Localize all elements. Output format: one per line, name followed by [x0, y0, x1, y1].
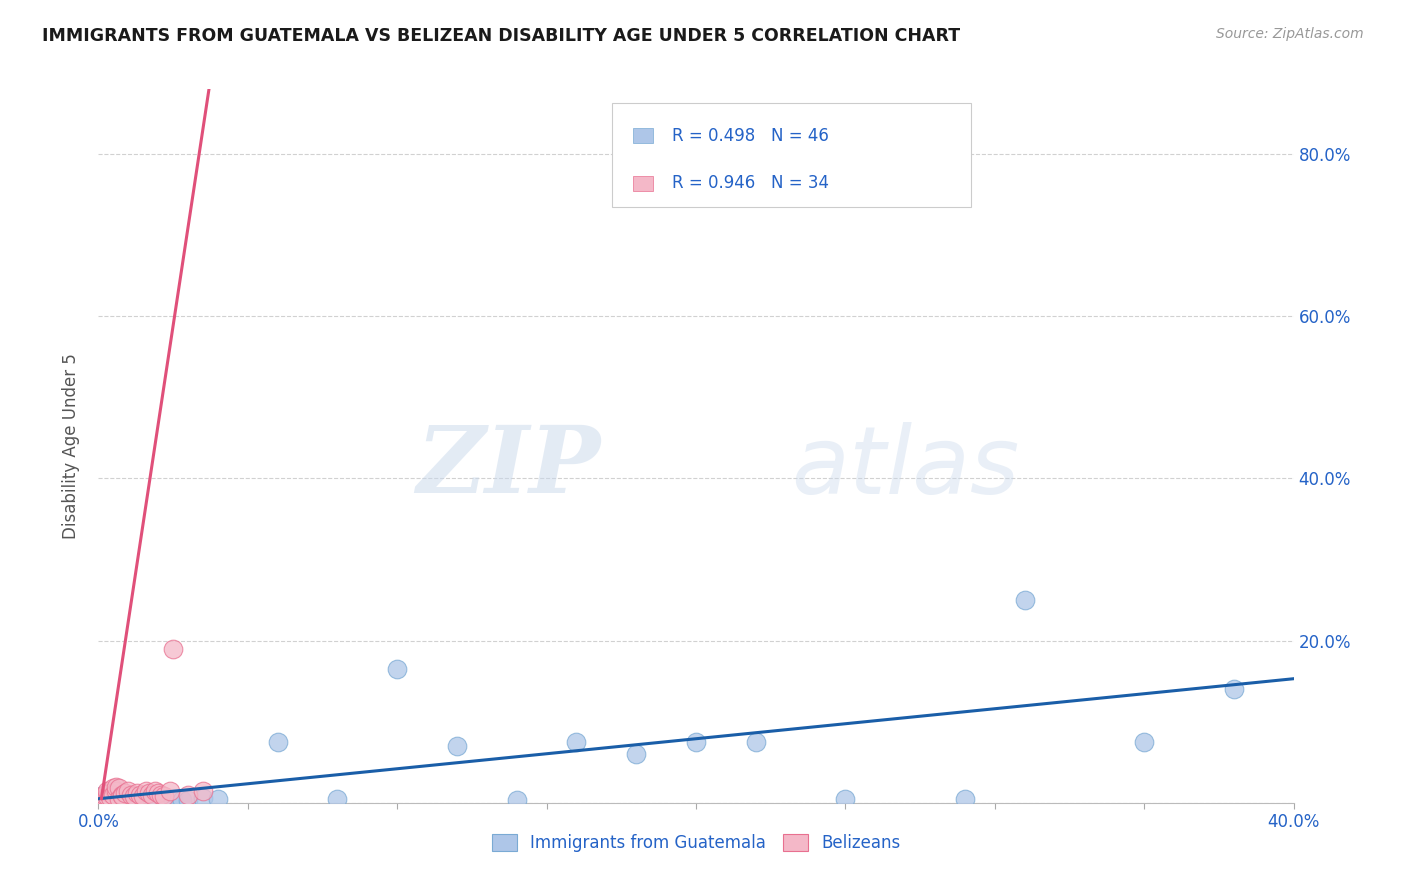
Point: [103, 792, 125, 806]
Point: [105, 780, 128, 794]
Point: [148, 786, 170, 800]
Y-axis label: Disability Age Under 5: Disability Age Under 5: [62, 353, 80, 539]
Point: [132, 791, 155, 805]
Point: [685, 735, 707, 749]
Point: [105, 791, 128, 805]
Text: atlas: atlas: [792, 422, 1019, 513]
FancyBboxPatch shape: [633, 128, 652, 143]
Text: R = 0.498   N = 46: R = 0.498 N = 46: [672, 127, 830, 145]
Point: [96, 792, 118, 806]
Point: [98, 790, 122, 805]
Point: [565, 735, 588, 749]
Point: [108, 791, 131, 805]
Point: [93, 791, 115, 805]
Point: [103, 788, 125, 802]
Legend: Immigrants from Guatemala, Belizeans: Immigrants from Guatemala, Belizeans: [485, 827, 907, 859]
Point: [172, 793, 194, 807]
Point: [96, 791, 118, 805]
Point: [103, 781, 125, 796]
Point: [626, 747, 648, 761]
Point: [326, 791, 349, 805]
Point: [834, 791, 856, 805]
Point: [93, 791, 115, 805]
Point: [953, 791, 976, 805]
Point: [105, 792, 128, 806]
Point: [98, 791, 122, 805]
Point: [117, 783, 139, 797]
Point: [138, 786, 160, 800]
Point: [141, 792, 163, 806]
Point: [124, 793, 146, 807]
Point: [108, 781, 131, 796]
Point: [129, 788, 152, 802]
Point: [150, 788, 173, 802]
Point: [506, 792, 529, 806]
Point: [159, 783, 181, 797]
Point: [132, 789, 155, 804]
Point: [191, 783, 214, 797]
Point: [267, 735, 290, 749]
Point: [90, 793, 112, 807]
Point: [162, 791, 184, 805]
Point: [141, 788, 163, 802]
Point: [124, 789, 146, 804]
Text: Source: ZipAtlas.com: Source: ZipAtlas.com: [1216, 27, 1364, 41]
Point: [98, 793, 122, 807]
Point: [111, 788, 134, 802]
Point: [93, 791, 115, 805]
Point: [446, 739, 468, 753]
Text: R = 0.946   N = 34: R = 0.946 N = 34: [672, 175, 830, 193]
Text: IMMIGRANTS FROM GUATEMALA VS BELIZEAN DISABILITY AGE UNDER 5 CORRELATION CHART: IMMIGRANTS FROM GUATEMALA VS BELIZEAN DI…: [42, 27, 960, 45]
Point: [143, 783, 166, 797]
Point: [162, 641, 184, 656]
Point: [148, 791, 170, 805]
Point: [96, 783, 118, 797]
Point: [98, 790, 122, 805]
Point: [105, 783, 128, 797]
Point: [127, 786, 149, 800]
Point: [90, 790, 112, 805]
FancyBboxPatch shape: [613, 103, 972, 207]
Point: [745, 735, 768, 749]
Point: [385, 662, 409, 676]
Point: [96, 789, 118, 804]
Point: [117, 792, 139, 806]
Point: [90, 789, 112, 804]
FancyBboxPatch shape: [633, 177, 652, 191]
Point: [98, 790, 122, 805]
Point: [191, 791, 214, 805]
Point: [96, 792, 118, 806]
Point: [153, 790, 176, 805]
Point: [111, 789, 134, 804]
Point: [90, 793, 112, 807]
Text: ZIP: ZIP: [416, 423, 600, 512]
Point: [90, 791, 112, 805]
Point: [177, 792, 200, 806]
Point: [111, 791, 134, 805]
Point: [1014, 593, 1036, 607]
Point: [114, 786, 136, 800]
Point: [1133, 735, 1156, 749]
Point: [177, 788, 200, 802]
Point: [153, 789, 176, 804]
Point: [93, 791, 115, 805]
Point: [207, 791, 229, 805]
Point: [103, 791, 125, 805]
Point: [93, 788, 115, 802]
Point: [1223, 682, 1246, 697]
Point: [96, 793, 118, 807]
Point: [135, 783, 157, 797]
Point: [120, 788, 142, 802]
Point: [103, 793, 125, 807]
Point: [108, 791, 131, 805]
Point: [98, 786, 122, 800]
